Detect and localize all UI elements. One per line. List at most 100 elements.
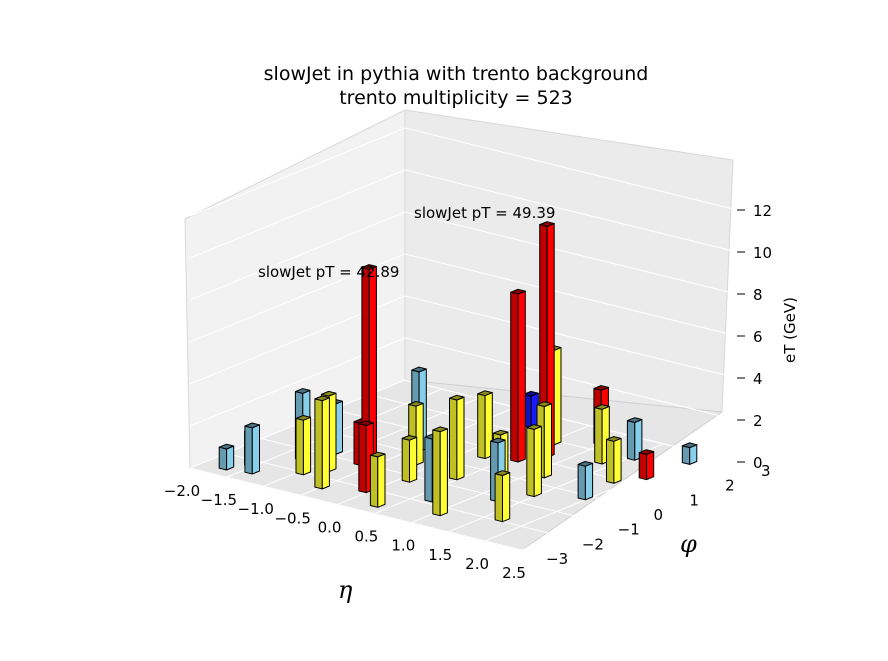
y-tick-label: 1	[689, 491, 699, 509]
bar-top-face	[594, 404, 610, 410]
bar-side-face	[321, 397, 330, 490]
bars-layer	[218, 221, 698, 523]
x-tick-label: 1.0	[391, 537, 415, 555]
bar-side-face	[502, 472, 511, 523]
annotation-jet-2: slowJet pT = 49.39	[414, 204, 555, 222]
bar-front-face	[626, 420, 636, 461]
x-tick-label: −2.0	[164, 482, 200, 500]
bar-front-face	[432, 429, 441, 517]
bar-background_hard	[369, 451, 386, 508]
bar-background_hard	[449, 394, 465, 481]
bar-front-face	[681, 445, 691, 465]
bar-top-face	[494, 470, 511, 476]
bar-top-face	[490, 437, 506, 444]
bar-side-face	[456, 396, 465, 481]
bar-front-face	[638, 452, 648, 481]
z-tick-label: 8	[753, 286, 763, 304]
bar-top-face	[606, 436, 622, 442]
bar-background_hard	[594, 404, 610, 465]
x-tick-label: 0.5	[355, 528, 379, 546]
bar-side-face	[533, 425, 542, 498]
bar-other	[523, 390, 539, 429]
grid-line-z	[189, 253, 738, 343]
bar-front-face	[401, 437, 410, 483]
y-tick-label: −1	[618, 521, 640, 539]
y-tick-label: 3	[761, 462, 771, 480]
bar-top-face	[536, 401, 552, 407]
bar-top-face	[492, 429, 509, 436]
z-tick-label: 4	[753, 370, 763, 388]
chart-title-line1: slowJet in pythia with trento background	[264, 63, 649, 85]
bar-side-face	[251, 424, 260, 475]
chart-title-line2: trento multiplicity = 523	[339, 87, 573, 109]
bar-top-face	[526, 424, 542, 430]
y-tick-label: 0	[654, 506, 664, 524]
axes-layer: −2.0−1.5−1.0−0.5 0.0 0.5 1.0 1.5 2.0 2.5 −3 −2 −1…	[164, 202, 772, 582]
x-tick-label: −0.5	[274, 509, 310, 527]
bar-front-face	[358, 423, 367, 494]
bar-side-face	[543, 403, 552, 479]
z-tick-label: 6	[753, 328, 763, 346]
x-tick-label: −1.0	[238, 500, 274, 518]
bar-background_hard	[295, 415, 312, 476]
x-tick-label: −1.5	[201, 491, 237, 509]
z-axis-label: eT (GeV)	[781, 297, 799, 363]
bar-side-face	[377, 453, 386, 508]
annotation-jet-1: slowJet pT = 42.89	[258, 263, 399, 281]
grid-line-z	[189, 295, 738, 385]
bar-top-face	[593, 385, 609, 391]
grid-line-z	[189, 169, 738, 259]
bar-front-face	[244, 425, 253, 475]
bar-background_soft	[244, 422, 260, 475]
bar-front-face	[369, 454, 379, 508]
bar-background_soft	[577, 461, 594, 501]
bar-top-face	[358, 420, 374, 426]
bar-front-face	[494, 473, 503, 523]
y-tick-label: −2	[582, 535, 604, 553]
y-tick-label: −3	[546, 550, 568, 568]
bar-side-face	[517, 290, 526, 463]
bar-front-face	[577, 463, 586, 501]
x-tick-label: 2.5	[502, 564, 526, 582]
grid-line-z	[189, 337, 738, 427]
bar-top-face	[638, 449, 655, 455]
z-tick-label: 10	[753, 244, 772, 262]
bar-top-face	[295, 415, 312, 421]
z-tick-label: 0	[753, 454, 763, 472]
bar-top-face	[432, 426, 448, 433]
bar-jet	[510, 288, 526, 463]
grid-line-z	[189, 211, 738, 301]
bar-top-face	[218, 443, 235, 450]
bar-front-face	[594, 407, 603, 465]
bar-top-face	[244, 422, 260, 429]
bar-top-face	[408, 401, 424, 407]
bar-front-face	[526, 427, 535, 498]
bar-top-face	[320, 390, 337, 397]
bar-top-face	[449, 394, 465, 401]
bar-jet	[638, 449, 655, 481]
bar-background_hard	[606, 436, 622, 484]
y-axis-label: φ	[680, 530, 697, 558]
bar-top-face	[681, 442, 698, 449]
bar-background_soft	[681, 442, 698, 465]
bar-top-face	[314, 395, 330, 402]
bar-front-face	[314, 398, 323, 490]
bar-top-face	[477, 390, 493, 397]
bar-top-face	[401, 435, 418, 441]
bar-top-face	[539, 221, 555, 227]
bar-side-face	[553, 347, 562, 446]
pane-back-right	[404, 109, 734, 413]
y-tick-label: 2	[725, 477, 735, 495]
bar-side-face	[302, 416, 312, 476]
bar-front-face	[424, 436, 433, 503]
bar-jet	[539, 221, 555, 458]
bar-background_hard	[314, 395, 330, 490]
bar-top-face	[523, 390, 539, 397]
x-axis-label: η	[338, 576, 353, 604]
bar-front-face	[510, 291, 519, 463]
bar-background_hard	[526, 424, 542, 498]
bar-top-face	[369, 451, 386, 458]
bar-front-face	[449, 397, 458, 481]
z-tick-label: 12	[753, 202, 772, 220]
